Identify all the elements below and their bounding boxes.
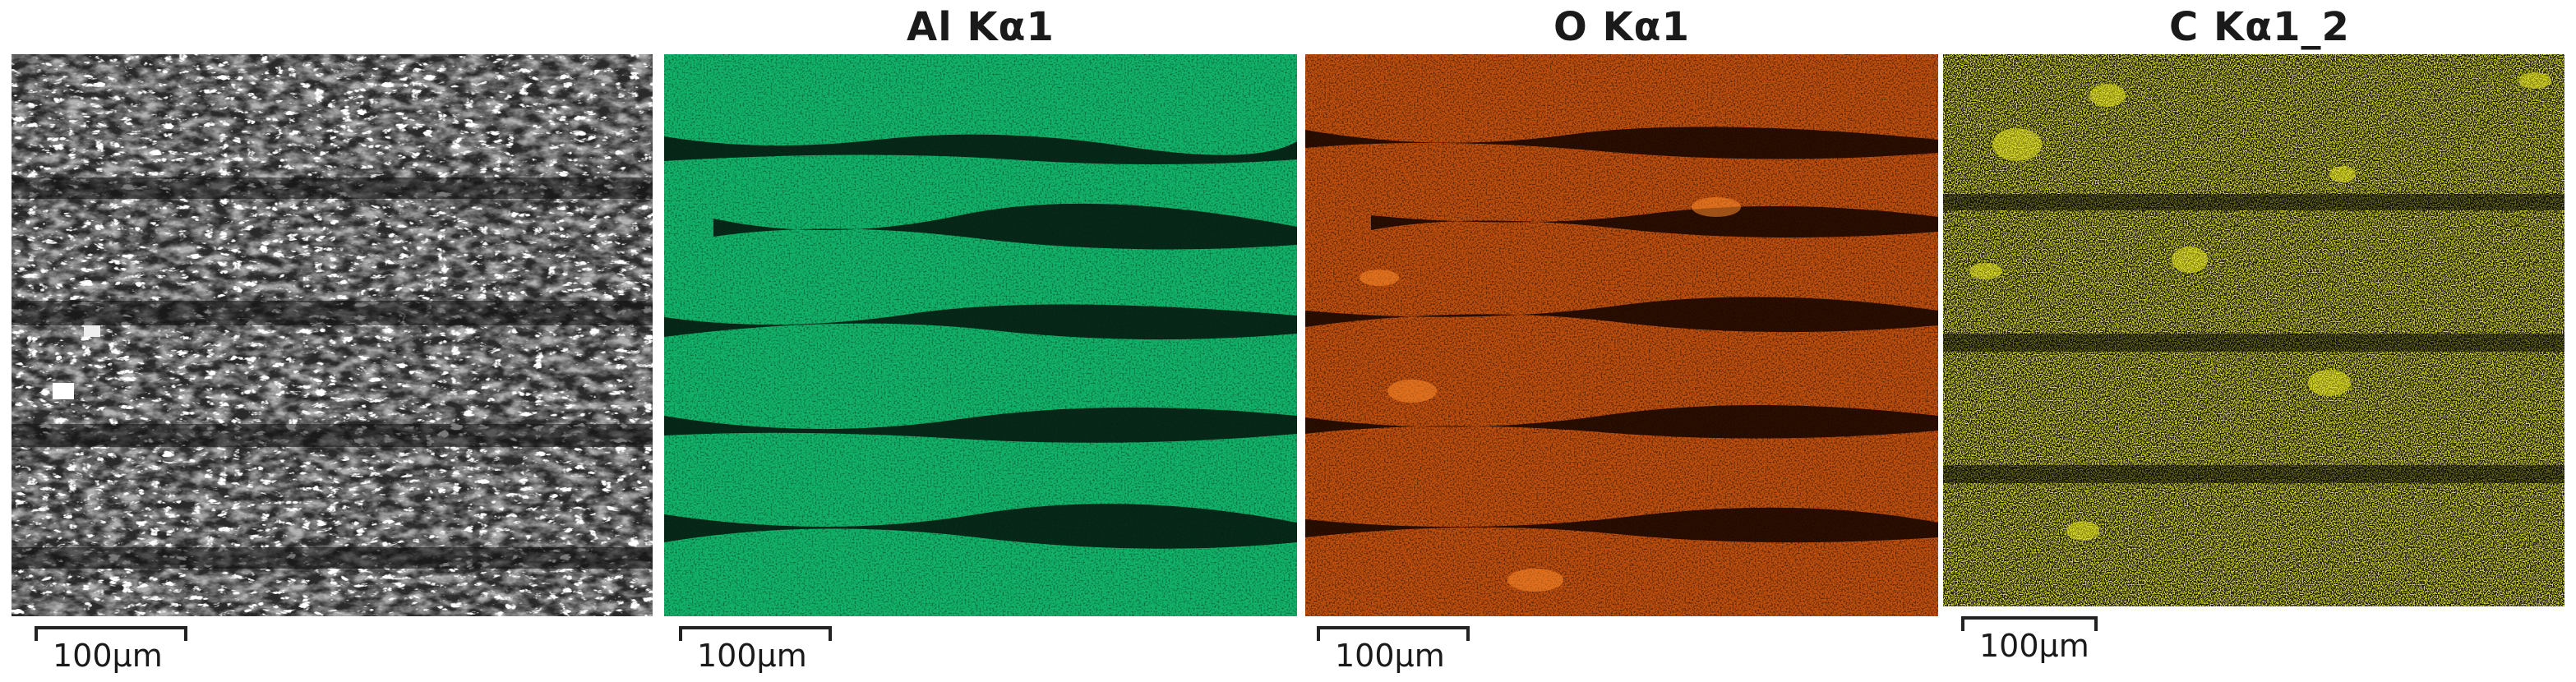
- scale-bar-line: [1961, 616, 2098, 631]
- scale-bar: 100μm: [1961, 616, 2098, 666]
- c-eds-map-image: [1943, 54, 2564, 606]
- panel-title: C Kα1_2: [2169, 4, 2350, 50]
- scale-bar-label: 100μm: [1979, 628, 2089, 664]
- panel-title: O Kα1: [1553, 4, 1691, 50]
- scale-bar-line: [679, 626, 832, 641]
- scale-bar: 100μm: [679, 626, 832, 675]
- scale-bar: 100μm: [35, 626, 187, 675]
- sem-micrograph-image: [12, 54, 653, 616]
- al-eds-map-image: [664, 54, 1297, 616]
- scale-bar-label: 100μm: [53, 638, 163, 674]
- scale-bar-line: [35, 626, 187, 641]
- scale-bar-label: 100μm: [697, 638, 807, 674]
- panel-title: Al Kα1: [907, 4, 1055, 50]
- scale-bar-label: 100μm: [1335, 638, 1445, 674]
- scale-bar-line: [1317, 626, 1470, 641]
- o-eds-map-image: [1305, 54, 1938, 616]
- scale-bar: 100μm: [1317, 626, 1470, 675]
